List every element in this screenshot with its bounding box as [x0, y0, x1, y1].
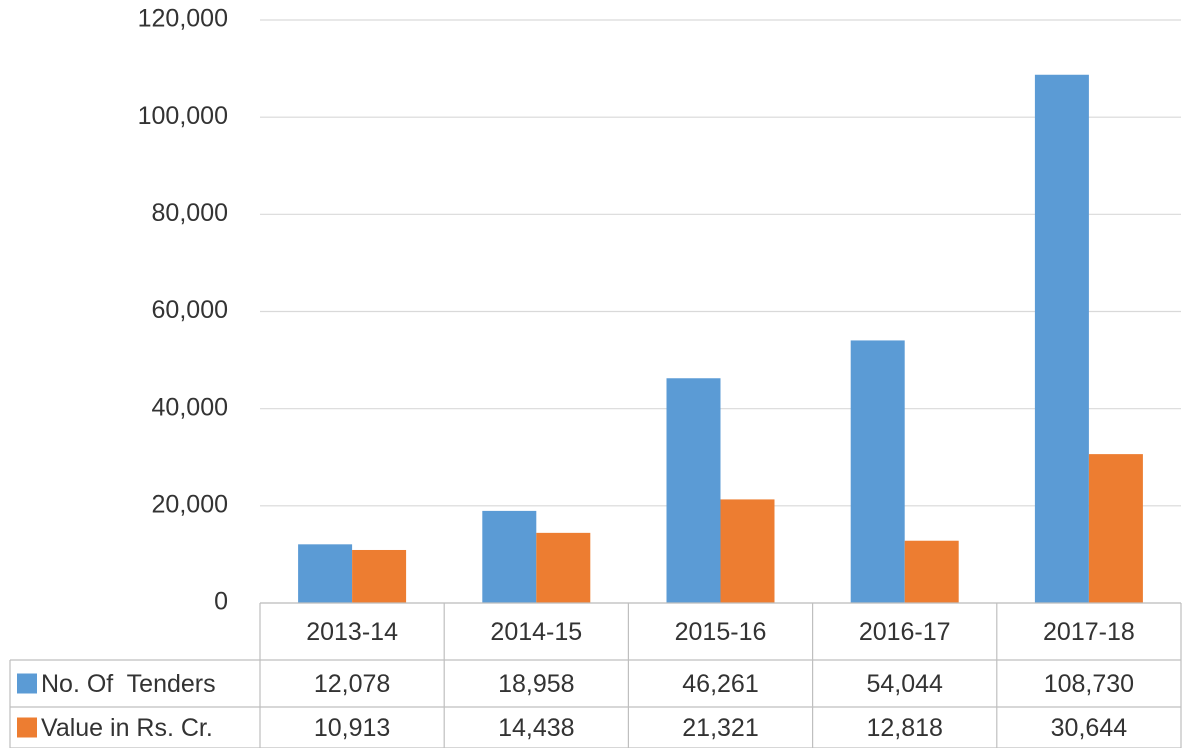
table-value: 108,730	[1044, 670, 1134, 698]
bar	[536, 532, 591, 603]
table-value: 30,644	[1051, 714, 1128, 742]
legend-swatch	[17, 673, 37, 694]
legend-label: Value in Rs. Cr.	[41, 714, 213, 742]
table-value: 54,044	[866, 670, 943, 698]
table-value: 21,321	[682, 714, 758, 742]
table-value: 10,913	[314, 714, 390, 742]
table-value: 46,261	[682, 670, 758, 698]
y-tick-label: 40,000	[152, 393, 228, 421]
bar	[298, 544, 353, 603]
bar	[1088, 454, 1143, 603]
x-tick-label: 2017-18	[1043, 618, 1135, 646]
table-value: 12,078	[314, 670, 390, 698]
bar	[904, 540, 959, 603]
x-tick-label: 2015-16	[675, 618, 767, 646]
y-tick-label: 80,000	[152, 199, 228, 227]
bar	[1034, 74, 1089, 603]
bar	[850, 340, 905, 603]
legend-label: No. Of Tenders	[41, 670, 216, 698]
x-tick-label: 2016-17	[859, 618, 951, 646]
y-tick-label: 20,000	[152, 490, 228, 518]
x-tick-label: 2014-15	[490, 618, 582, 646]
table-value: 14,438	[498, 714, 574, 742]
x-tick-label: 2013-14	[306, 618, 398, 646]
bar	[352, 549, 407, 603]
legend-swatch	[17, 717, 37, 738]
bar	[720, 499, 775, 603]
y-tick-label: 120,000	[138, 5, 228, 33]
bar	[482, 510, 537, 603]
y-tick-label: 60,000	[152, 296, 228, 324]
y-tick-label: 100,000	[138, 102, 228, 130]
table-value: 12,818	[866, 714, 942, 742]
y-tick-label: 0	[214, 588, 228, 616]
table-value: 18,958	[498, 670, 574, 698]
bar	[666, 378, 721, 603]
